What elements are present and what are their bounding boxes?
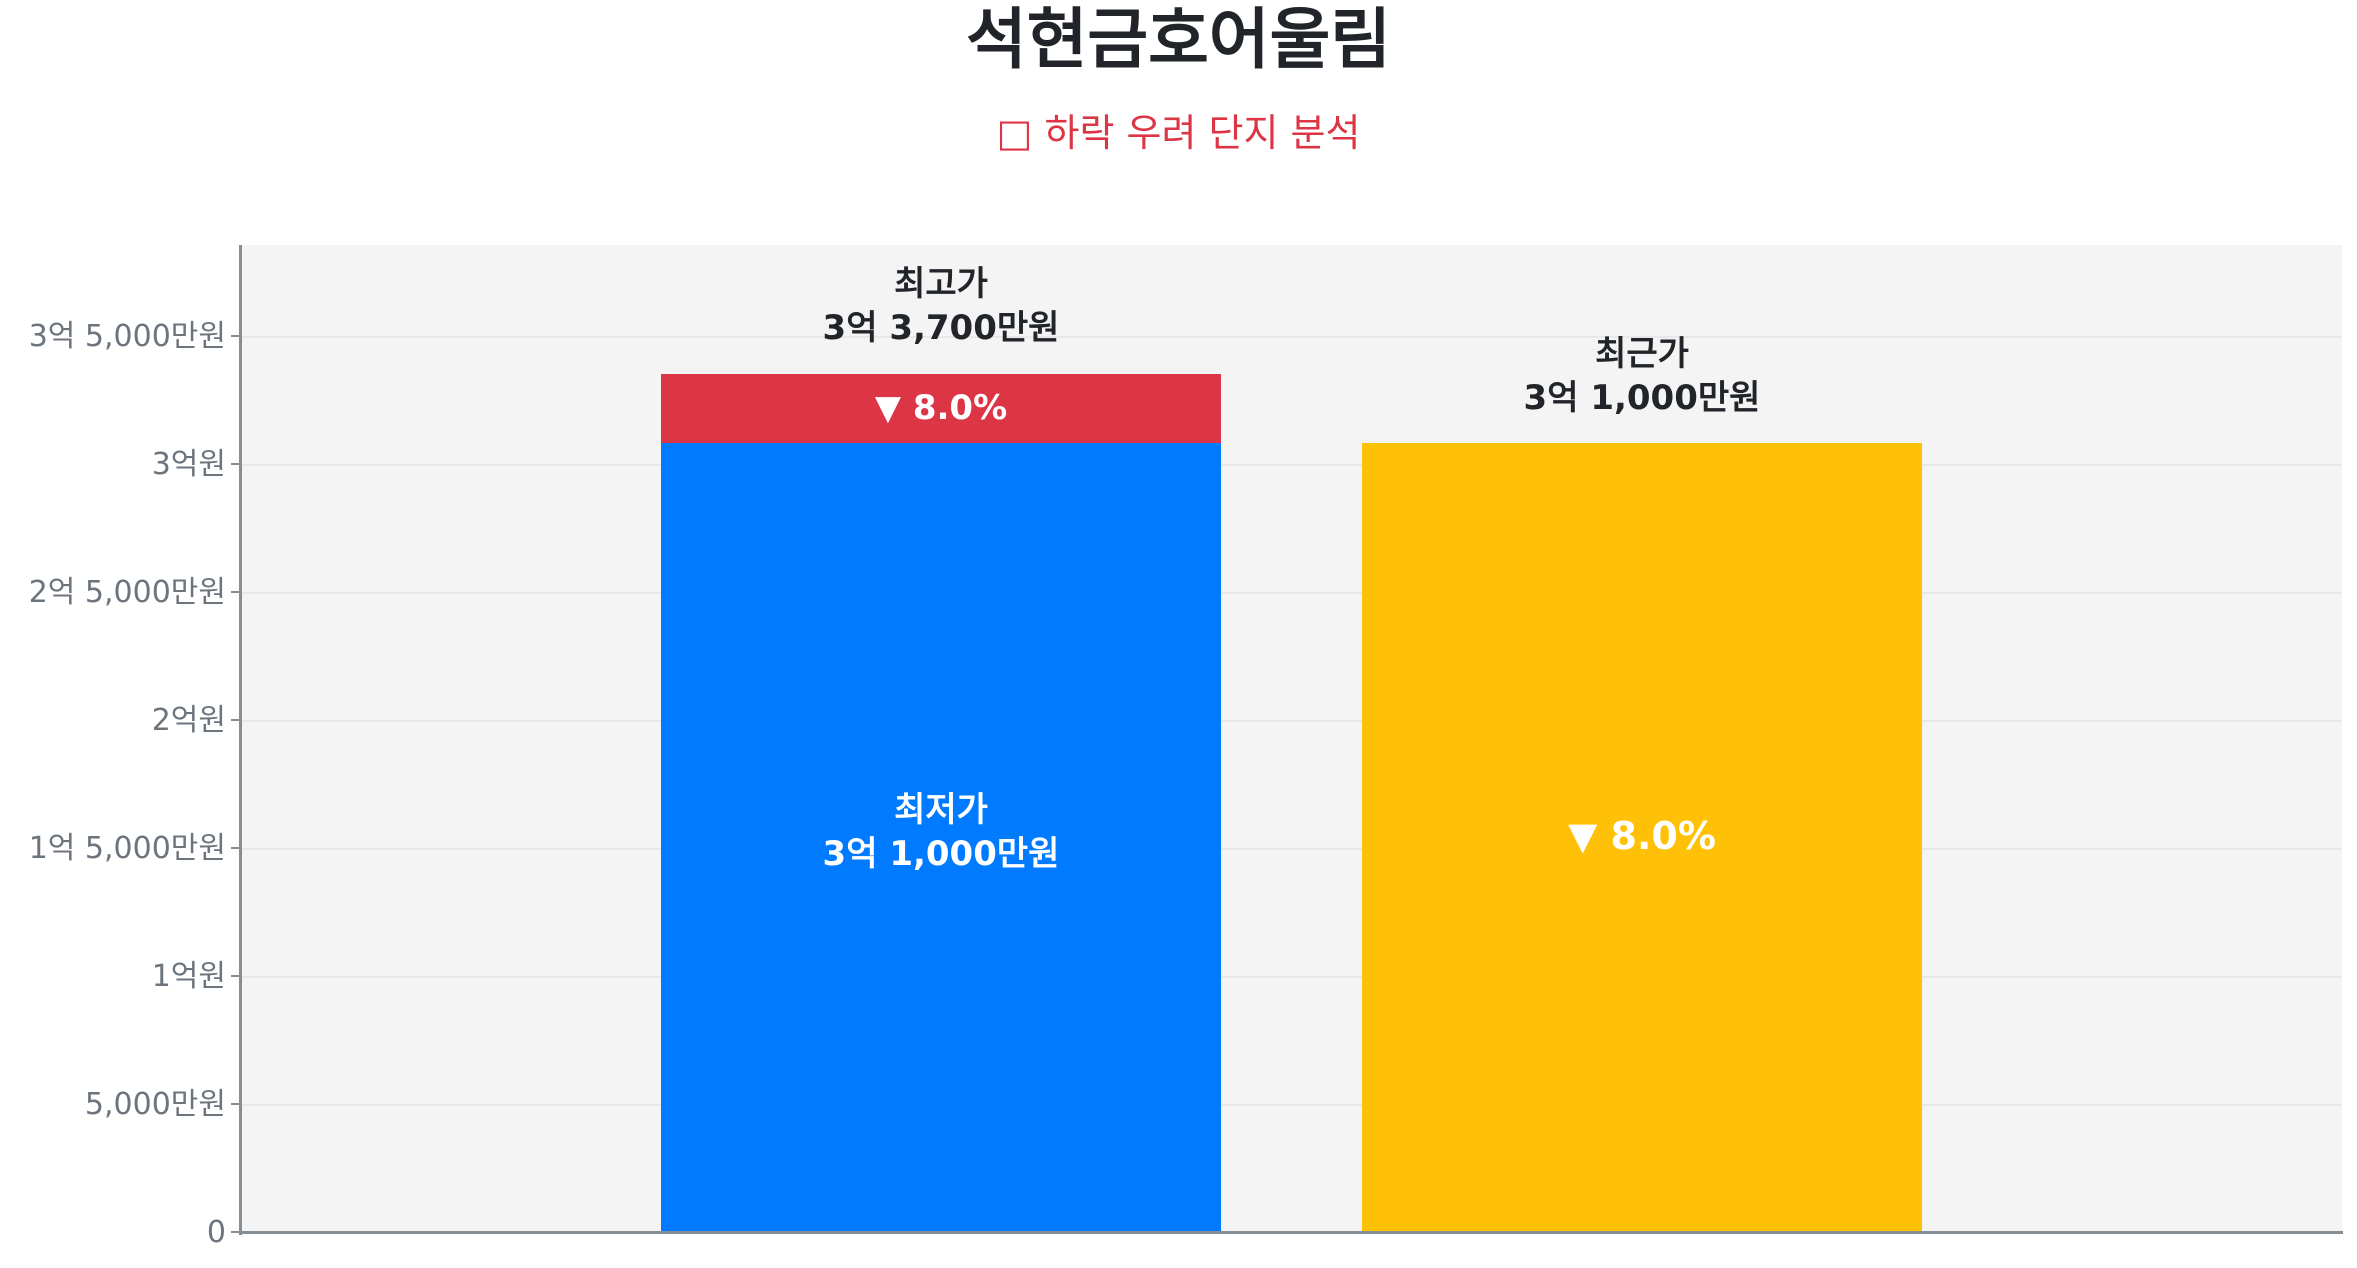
highest-value: 3억 3,700만원 xyxy=(822,308,1060,348)
chart-subtitle: □ 하락 우려 단지 분석 xyxy=(996,111,1361,155)
gridline-300m xyxy=(241,464,2342,466)
lowest-label: 최저가 xyxy=(894,790,988,830)
ytick-label-1: 5,000만원 xyxy=(84,1087,226,1122)
gridline-100m xyxy=(241,976,2342,978)
ytick-3 xyxy=(231,847,240,849)
ytick-label-6: 3억원 xyxy=(151,447,226,482)
ytick-2 xyxy=(231,975,240,977)
plot-area xyxy=(241,245,2342,1232)
x-axis-line xyxy=(239,1231,2343,1234)
lowest-label-block: 최저가 3억 1,000만원 xyxy=(661,788,1221,876)
lowest-value: 3억 1,000만원 xyxy=(822,834,1060,874)
ytick-label-7: 3억 5,000만원 xyxy=(28,319,226,354)
bar-highest-segment[interactable] xyxy=(661,374,1221,443)
ytick-7 xyxy=(231,335,240,337)
highest-label-block: 최고가 3억 3,700만원 xyxy=(661,262,1221,350)
recent-value: 3억 1,000만원 xyxy=(1523,378,1761,418)
ytick-label-5: 2억 5,000만원 xyxy=(28,575,226,610)
ytick-0 xyxy=(231,1231,240,1233)
gridline-150m xyxy=(241,848,2342,850)
y-axis-line xyxy=(239,245,242,1235)
ytick-6 xyxy=(231,463,240,465)
recent-label: 최근가 xyxy=(1595,334,1689,374)
bar-recent[interactable] xyxy=(1362,443,1922,1232)
recent-change-label: ▼ 8.0% xyxy=(1568,814,1716,858)
gridline-350m xyxy=(241,336,2342,338)
gridline-200m xyxy=(241,720,2342,722)
highest-change-label: ▼ 8.0% xyxy=(874,388,1008,428)
ytick-label-2: 1억원 xyxy=(151,959,226,994)
recent-label-block: 최근가 3억 1,000만원 xyxy=(1362,332,1922,420)
ytick-label-4: 2억원 xyxy=(151,703,226,738)
gridline-250m xyxy=(241,592,2342,594)
gridline-50m xyxy=(241,1104,2342,1106)
ytick-label-0: 0 xyxy=(206,1215,226,1250)
ytick-label-3: 1억 5,000만원 xyxy=(28,831,226,866)
ytick-1 xyxy=(231,1103,240,1105)
chart-title: 석현금호어울림 xyxy=(965,1,1392,78)
highest-label: 최고가 xyxy=(894,264,988,304)
bar-lowest[interactable] xyxy=(661,443,1221,1232)
ytick-5 xyxy=(231,591,240,593)
ytick-4 xyxy=(231,719,240,721)
